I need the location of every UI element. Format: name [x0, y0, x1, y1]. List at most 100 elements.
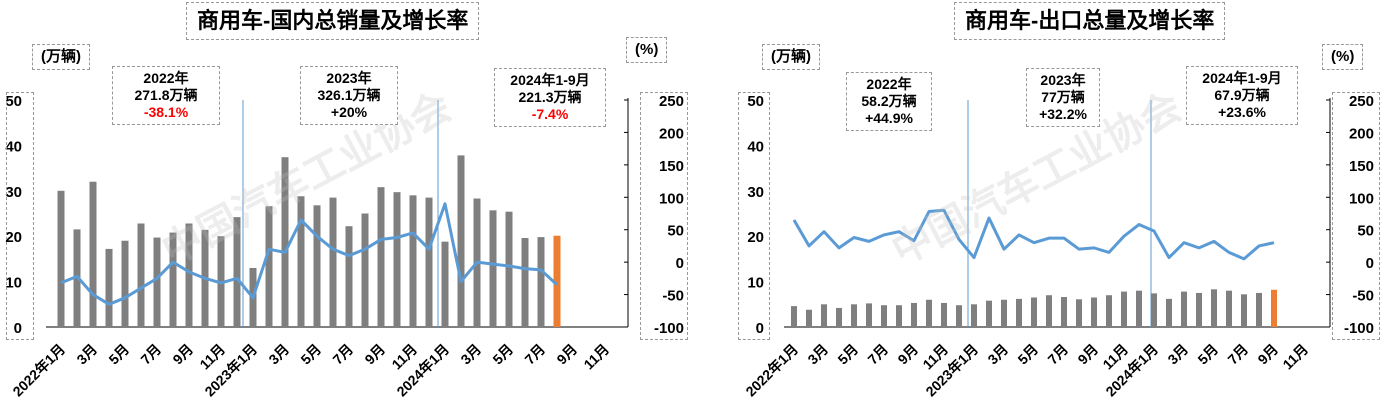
bar — [345, 226, 353, 327]
annotation-2022-growth: +44.9% — [865, 110, 913, 126]
annotation-2023-growth: +32.2% — [1039, 106, 1087, 122]
annotation-2022-volume: 271.8万辆 — [134, 87, 198, 103]
annotation-2024: 2024年1-9月 221.3万辆 -7.4% — [494, 68, 606, 127]
bar — [1121, 291, 1127, 327]
y-axis-tick-frame — [738, 92, 770, 340]
y-axis-tick-label: 20 — [747, 229, 764, 246]
annotation-2024-year: 2024年1-9月 — [1202, 70, 1282, 86]
chart-title: 商用车-出口总量及增长率 — [954, 2, 1226, 40]
bar — [1211, 289, 1217, 327]
y-axis-unit: (万辆) — [32, 44, 90, 70]
bar — [911, 302, 917, 327]
annotation-2022-year: 2022年 — [866, 76, 912, 92]
bar — [537, 237, 545, 327]
y2-axis-tick-frame — [1332, 92, 1380, 340]
bar — [866, 303, 872, 327]
y2-axis-tick-frame — [640, 92, 688, 340]
y-axis-tick-label: 30 — [747, 184, 764, 201]
bar — [941, 302, 947, 327]
y2-axis-tick-label: 100 — [1349, 190, 1374, 207]
bar — [821, 304, 827, 327]
bar — [377, 187, 385, 327]
annotation-2022: 2022年 271.8万辆 -38.1% — [112, 66, 220, 125]
bar — [851, 304, 857, 327]
bar — [185, 223, 193, 327]
y2-axis-tick-label: 50 — [1357, 223, 1374, 240]
bar — [553, 235, 561, 327]
y-axis-tick-label: 40 — [747, 138, 764, 155]
bar — [1166, 298, 1172, 327]
annotation-2024-year: 2024年1-9月 — [510, 72, 590, 88]
bar — [505, 211, 513, 327]
bar — [281, 157, 289, 327]
x-axis-tick-label: 5月 — [1014, 341, 1041, 368]
bar — [169, 232, 177, 327]
bar — [1256, 292, 1262, 327]
bar — [409, 195, 417, 327]
x-axis-tick-label: 9月 — [553, 341, 580, 368]
x-axis-tick-label: 7月 — [137, 341, 164, 368]
x-axis-tick-label: 7月 — [521, 341, 548, 368]
x-axis-tick-label: 9月 — [894, 341, 921, 368]
bar — [1271, 289, 1277, 327]
y-axis-tick-label: 50 — [5, 93, 22, 110]
bar — [1136, 290, 1142, 327]
domestic-sales-chart: 0 10 20 30 40 50 -100 -50 0 50 100 150 200 250 2022年1月… — [5, 93, 684, 400]
y2-axis-unit: (%) — [626, 37, 668, 63]
x-axis-tick-label: 3月 — [73, 341, 100, 368]
annotation-2023-volume: 77万辆 — [1041, 89, 1085, 105]
bar — [393, 192, 401, 327]
y2-axis-tick-label: 250 — [659, 93, 684, 110]
bar — [457, 155, 465, 327]
bar — [1241, 294, 1247, 327]
x-axis-tick-label: 11月 — [1279, 341, 1311, 373]
annotation-2022: 2022年 58.2万辆 +44.9% — [846, 72, 932, 131]
x-axis-tick-label: 9月 — [169, 341, 196, 368]
bar — [806, 309, 812, 327]
bar — [329, 197, 337, 327]
annotation-2024: 2024年1-9月 67.9万辆 +23.6% — [1186, 66, 1298, 125]
annotation-2023-year: 2023年 — [326, 70, 372, 86]
y2-axis-unit: (%) — [1322, 44, 1364, 70]
annotation-2024-growth: -7.4% — [531, 106, 569, 122]
bar — [971, 304, 977, 327]
x-axis-tick-label: 2022年1月 — [742, 341, 801, 400]
x-axis-tick-label: 7月 — [864, 341, 891, 368]
bar — [89, 181, 97, 327]
bar — [137, 223, 145, 327]
bar — [1106, 295, 1112, 327]
bar — [297, 196, 305, 327]
x-axis-tick-label: 9月 — [1074, 341, 1101, 368]
bar — [1091, 297, 1097, 327]
y-axis-tick-frame — [6, 92, 34, 340]
chart-title: 商用车-国内总销量及增长率 — [186, 2, 480, 40]
bar — [313, 205, 321, 327]
growth-rate-line — [60, 202, 559, 306]
x-axis-tick-label: 3月 — [1164, 341, 1191, 368]
y2-axis-tick-label: 200 — [1349, 125, 1374, 142]
bar — [1001, 299, 1007, 327]
annotation-2023-volume: 326.1万辆 — [317, 87, 381, 103]
y2-axis-tick-label: -50 — [1352, 288, 1374, 305]
y-axis-tick-label: 30 — [5, 184, 22, 201]
y2-axis-tick-label: 0 — [1366, 255, 1374, 272]
y2-axis-tick-label: 150 — [1349, 158, 1374, 175]
x-axis-tick-label: 5月 — [297, 341, 324, 368]
annotation-2023-growth: +20% — [330, 104, 368, 120]
x-axis-tick-label: 2022年1月 — [9, 341, 68, 400]
bar — [956, 305, 962, 327]
annotation-2024-volume: 67.9万辆 — [1214, 87, 1270, 103]
bar — [521, 238, 529, 327]
x-axis-tick-label: 5月 — [834, 341, 861, 368]
annotation-2024-volume: 221.3万辆 — [518, 89, 582, 105]
bar — [265, 206, 273, 327]
annotation-2024-growth: +23.6% — [1218, 104, 1266, 120]
y-axis-tick-label: 20 — [5, 229, 22, 246]
y-axis-tick-label: 40 — [5, 138, 22, 155]
bar — [1076, 299, 1082, 327]
bar — [105, 248, 113, 327]
bar — [361, 213, 369, 327]
bar — [441, 241, 449, 327]
bar — [926, 299, 932, 327]
bar — [233, 217, 241, 327]
